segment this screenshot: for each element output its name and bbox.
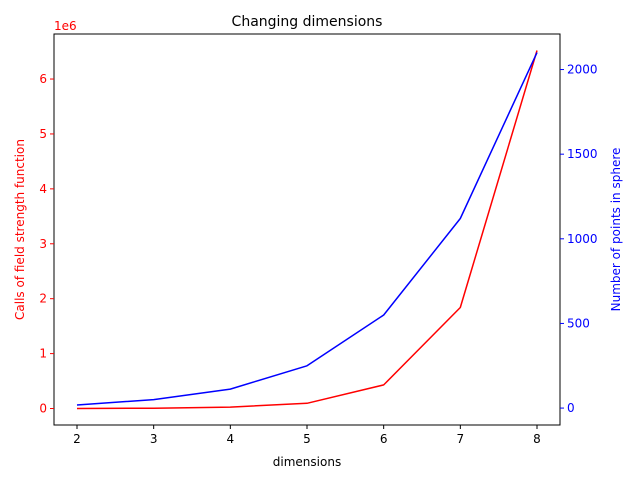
left-y-axis-label: Calls of field strength function [13, 139, 27, 320]
series-layer [76, 50, 538, 410]
x-tick-label: 6 [380, 432, 388, 446]
x-axis: 2 3 4 5 6 7 8 [73, 425, 541, 446]
left-y-tick-label: 6 [39, 72, 47, 86]
x-tick-label: 3 [150, 432, 158, 446]
left-y-tick-label: 0 [39, 402, 47, 416]
left-axis-series-line [76, 50, 538, 410]
x-tick-label: 5 [303, 432, 311, 446]
right-y-axis: 0 500 1000 1500 2000 [560, 63, 598, 415]
right-y-axis-label: Number of points in sphere [609, 148, 623, 312]
right-axis-series-line [76, 52, 538, 406]
x-tick-label: 2 [73, 432, 81, 446]
right-y-tick-label: 1500 [567, 147, 598, 161]
left-y-axis: 0 1 2 3 4 5 6 [39, 72, 54, 416]
left-offset-text: 1e6 [54, 19, 77, 33]
x-tick-label: 4 [227, 432, 235, 446]
x-axis-label: dimensions [273, 455, 341, 469]
right-y-tick-label: 0 [567, 401, 575, 415]
left-y-tick-label: 3 [39, 237, 47, 251]
left-y-tick-label: 4 [39, 182, 47, 196]
x-tick-label: 8 [533, 432, 541, 446]
left-y-tick-label: 5 [39, 127, 47, 141]
left-y-tick-label: 1 [39, 347, 47, 361]
right-y-tick-label: 2000 [567, 63, 598, 77]
left-y-tick-label: 2 [39, 292, 47, 306]
x-tick-label: 7 [457, 432, 465, 446]
right-y-tick-label: 500 [567, 316, 590, 330]
chart-title: Changing dimensions [232, 14, 383, 30]
right-y-tick-label: 1000 [567, 232, 598, 246]
